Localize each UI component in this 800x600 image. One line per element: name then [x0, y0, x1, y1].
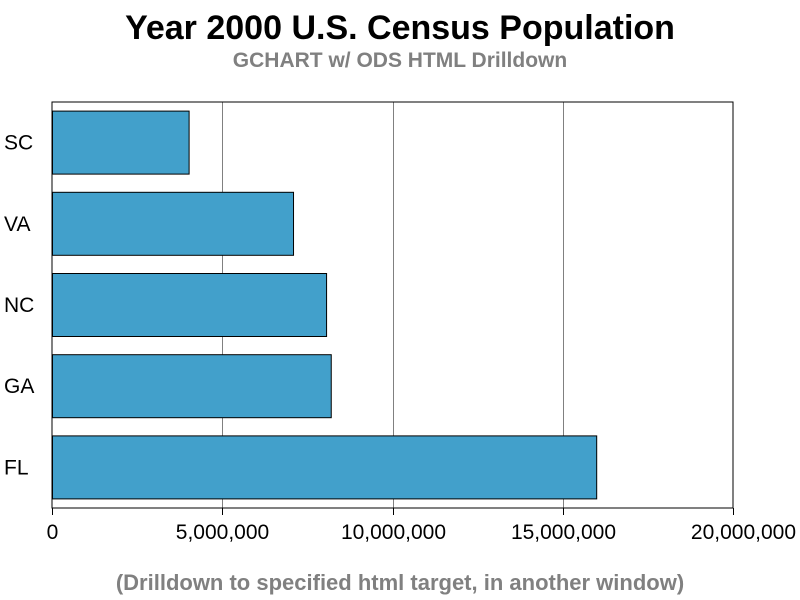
bar-va[interactable] — [52, 191, 295, 256]
category-label: NC — [4, 294, 34, 317]
category-label: FL — [4, 456, 29, 479]
y-axis-categories: SC VA NC GA FL — [4, 132, 34, 480]
x-tick-label: 5,000,000 — [176, 521, 269, 544]
chart-footnote: (Drilldown to specified html target, in … — [115, 570, 685, 595]
plot-frame — [51, 101, 734, 509]
chart-title: Year 2000 U.S. Census Population — [125, 9, 675, 47]
bar-ga[interactable] — [52, 354, 332, 419]
bar-nc[interactable] — [52, 273, 328, 337]
category-label: SC — [4, 132, 33, 155]
bars — [52, 110, 598, 500]
chart-subtitle: GCHART w/ ODS HTML Drilldown — [232, 49, 568, 72]
x-tick-label: 15,000,000 — [511, 521, 616, 544]
bar-sc[interactable] — [52, 110, 190, 175]
category-label: GA — [4, 375, 34, 398]
x-axis-ticks: 0 5,000,000 10,000,000 15,000,000 20,000,000 — [47, 508, 796, 544]
x-tick-label: 20,000,000 — [691, 521, 796, 544]
bar-fl[interactable] — [52, 435, 598, 500]
x-tick-label: 10,000,000 — [341, 521, 446, 544]
category-label: VA — [4, 213, 30, 236]
x-tick-label: 0 — [47, 521, 59, 544]
